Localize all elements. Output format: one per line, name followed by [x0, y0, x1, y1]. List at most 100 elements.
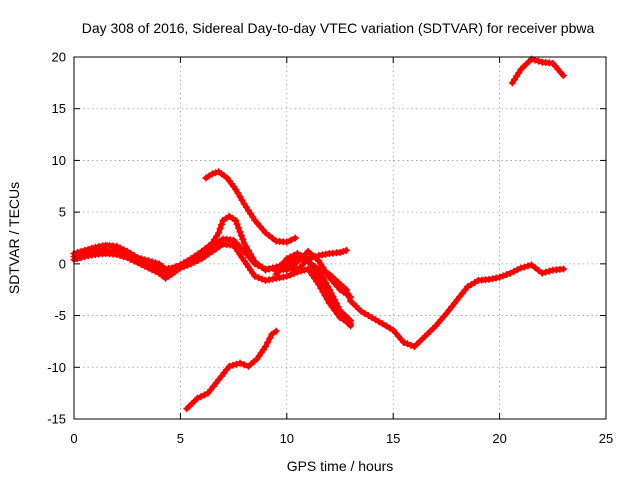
data-point-marker [403, 340, 411, 348]
x-tick-label: 15 [386, 431, 400, 446]
data-point-marker [77, 254, 85, 262]
data-point-marker [506, 269, 514, 277]
x-tick-label: 5 [177, 431, 184, 446]
data-point-marker [236, 228, 244, 236]
series-secondary-cluster-b [272, 250, 355, 330]
data-point-marker [254, 262, 262, 270]
y-tick-label: 10 [52, 153, 66, 168]
data-point-marker [74, 255, 81, 263]
series-lower-arc [183, 327, 280, 413]
data-point-marker [225, 362, 233, 370]
data-point-marker [238, 196, 246, 204]
data-point-marker [291, 234, 299, 242]
y-axis-title: SDTVAR / TECUs [6, 182, 22, 294]
data-point-marker [293, 268, 301, 276]
data-point-marker [215, 243, 223, 251]
x-tick-label: 10 [280, 431, 294, 446]
data-point-marker [517, 264, 525, 272]
data-point-marker [528, 261, 535, 269]
data-point-marker [342, 246, 350, 254]
y-tick-label: 15 [52, 101, 66, 116]
x-axis-title: GPS time / hours [287, 458, 394, 474]
data-point-marker [216, 225, 224, 233]
data-point-marker [176, 264, 184, 272]
data-point-marker [328, 297, 335, 305]
data-point-marker [193, 394, 201, 402]
data-point-marker [262, 343, 269, 351]
data-point-marker [208, 170, 216, 178]
data-point-marker [127, 255, 135, 263]
data-point-marker [187, 260, 195, 268]
data-point-marker [336, 249, 344, 256]
x-tick-label: 0 [70, 431, 77, 446]
y-tick-label: 5 [59, 205, 66, 220]
data-point-marker [293, 250, 301, 257]
data-point-marker [301, 254, 308, 262]
data-point-marker [232, 360, 240, 368]
data-point-marker [283, 238, 291, 246]
series-upper-hump [202, 168, 299, 246]
data-point-marker [116, 252, 124, 260]
data-point-marker [272, 327, 280, 335]
data-point-marker [535, 266, 543, 274]
data-point-marker [559, 72, 567, 80]
data-point-marker [268, 330, 276, 338]
data-point-marker [201, 391, 208, 399]
data-point-marker [254, 274, 262, 282]
data-point-marker [407, 341, 415, 349]
data-point-marker [242, 243, 250, 251]
data-point-marker [258, 275, 266, 283]
data-point-marker [286, 253, 294, 261]
data-point-marker [180, 263, 188, 271]
data-point-marker [201, 252, 209, 260]
data-point-marker [134, 259, 142, 267]
y-tick-label: -10 [47, 360, 66, 375]
data-point-marker [283, 272, 291, 280]
data-point-marker [212, 169, 219, 177]
data-point-marker [240, 239, 248, 247]
data-point-marker [232, 185, 240, 193]
data-point-marker [113, 251, 121, 258]
y-tick-label: -15 [47, 412, 66, 427]
data-point-marker [194, 256, 202, 264]
y-tick-label: 20 [52, 50, 66, 65]
data-point-marker [375, 318, 383, 326]
data-point-marker [236, 359, 244, 367]
series-main-arc-lower [70, 240, 355, 328]
data-point-marker [301, 266, 308, 274]
data-point-marker [141, 262, 149, 270]
data-point-marker [239, 235, 247, 243]
data-point-marker [237, 232, 245, 240]
data-point-marker [218, 221, 225, 229]
data-point-marker [229, 361, 237, 369]
data-point-marker [344, 290, 352, 297]
data-point-marker [345, 293, 353, 301]
data-point-marker [251, 272, 259, 280]
data-point-marker [286, 271, 294, 279]
data-point-marker [236, 193, 244, 201]
data-point-marker [240, 361, 248, 369]
data-point-marker [467, 281, 475, 288]
series-descent-to-minimum [325, 261, 567, 351]
series-band [326, 262, 566, 350]
data-point-marker [538, 269, 546, 277]
data-point-marker [347, 322, 355, 330]
data-point-marker [361, 310, 369, 317]
data-point-marker [503, 271, 511, 278]
grid-lines [74, 57, 606, 419]
data-point-marker [368, 314, 376, 322]
y-tick-label: -5 [54, 308, 66, 323]
data-point-marker [559, 265, 567, 273]
data-point-marker [120, 253, 128, 261]
data-point-marker [235, 224, 243, 232]
data-point-marker [264, 339, 272, 346]
data-point-marker [535, 57, 543, 65]
data-point-marker [184, 261, 191, 269]
data-point-marker [325, 293, 333, 301]
plot-frame [73, 56, 607, 420]
y-tick-label: 0 [59, 256, 66, 271]
data-point-marker [382, 322, 390, 330]
data-point-marker [542, 268, 550, 276]
data-point-marker [524, 262, 532, 270]
